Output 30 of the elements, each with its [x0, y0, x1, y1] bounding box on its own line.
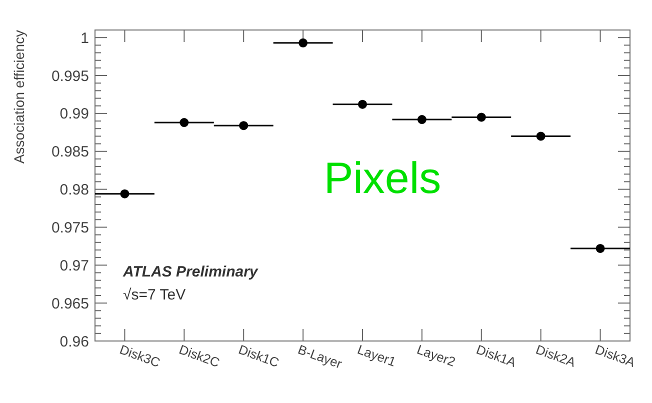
point [239, 121, 248, 130]
x-tick-label: Disk2C [177, 342, 222, 370]
point [476, 112, 486, 122]
point [417, 115, 426, 124]
x-tick-label: Disk1A [474, 342, 518, 370]
x-tick-label: Layer2 [414, 342, 458, 370]
point [298, 38, 308, 48]
annotation: Pixels [324, 154, 442, 204]
annotation: ATLAS Preliminary [122, 264, 258, 281]
point [358, 100, 367, 109]
y-tick-label: 0.97 [60, 257, 89, 274]
point [596, 244, 605, 253]
x-tick-label: Disk3A [593, 342, 638, 370]
y-tick-label: 0.985 [51, 144, 89, 161]
y-tick-label: 0.995 [51, 68, 89, 85]
y-tick-label: 0.99 [60, 106, 89, 123]
y-tick-label: 0.965 [51, 295, 89, 312]
point [180, 118, 189, 128]
annotation: √s=7 TeV [123, 286, 186, 304]
y-tick-label: 0.98 [60, 182, 89, 199]
point [536, 132, 546, 141]
x-tick-label: Disk3C [118, 342, 162, 370]
y-tick-label: 0.975 [51, 219, 89, 236]
x-tick-label: Layer1 [355, 342, 398, 370]
y-tick-label: 0.96 [60, 333, 89, 350]
point [120, 189, 130, 198]
x-tick-label: Disk1C [236, 342, 282, 370]
y-axis-title: Association efficiency [11, 30, 27, 164]
x-tick-label: Disk2A [534, 342, 578, 370]
y-tick-label: 1 [80, 30, 89, 47]
